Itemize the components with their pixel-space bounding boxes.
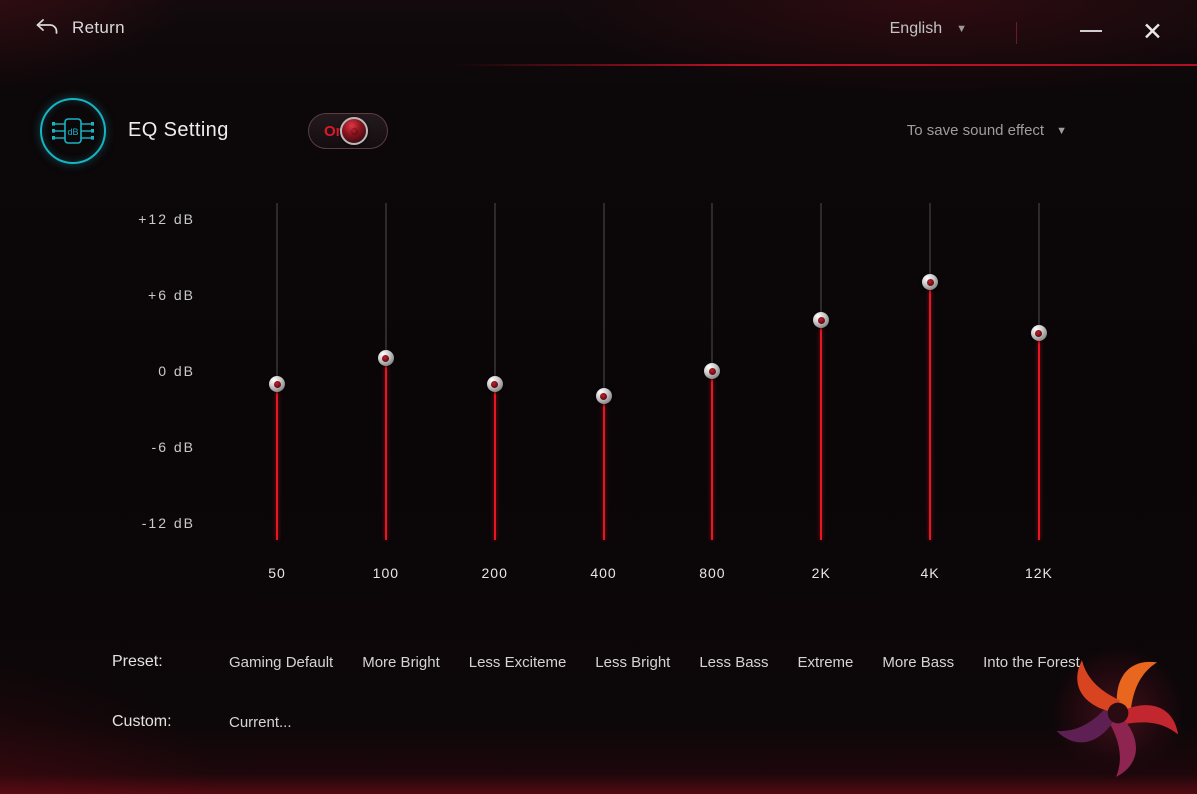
eq-slider-track[interactable] bbox=[900, 203, 960, 540]
preset-options: Gaming Default More Bright Less Exciteme Le… bbox=[229, 654, 1080, 671]
toggle-knob[interactable] bbox=[340, 117, 368, 145]
language-label: English bbox=[889, 20, 943, 37]
eq-axis-label: -6 dB bbox=[151, 439, 195, 455]
preset-option[interactable]: Gaming Default bbox=[229, 653, 334, 671]
return-label: Return bbox=[72, 18, 125, 37]
preset-row: Preset: Gaming Default More Bright Less Ex… bbox=[112, 653, 1080, 671]
toggle-state-label: On bbox=[324, 122, 345, 140]
preset-option[interactable]: Less Bass bbox=[699, 653, 769, 671]
eq-badge-icon: dB bbox=[40, 98, 106, 164]
db-chip-icon: dB bbox=[52, 118, 94, 144]
eq-band-frequency: 50 bbox=[268, 565, 286, 581]
preset-option[interactable]: Extreme bbox=[797, 653, 854, 671]
eq-track-lower bbox=[820, 320, 823, 540]
eq-slider-knob[interactable] bbox=[377, 350, 394, 366]
custom-label: Custom: bbox=[112, 713, 172, 730]
eq-band-12K: 12K bbox=[1009, 203, 1069, 623]
eq-axis-labels: +12 dB +6 dB 0 dB -6 dB -12 dB bbox=[0, 203, 195, 543]
chevron-down-icon: ▼ bbox=[956, 23, 967, 35]
eq-slider-track[interactable] bbox=[574, 203, 634, 540]
chevron-down-icon: ▼ bbox=[1056, 124, 1067, 137]
return-button[interactable]: Return bbox=[34, 18, 125, 38]
eq-slider-track[interactable] bbox=[465, 203, 525, 540]
eq-track-upper bbox=[385, 203, 387, 358]
eq-bands: 50 100 200 400 800 2K 4K 12K bbox=[247, 203, 1069, 623]
eq-band-frequency: 4K bbox=[920, 565, 940, 581]
eq-track-upper bbox=[820, 203, 822, 320]
brand-swirl-logo bbox=[1051, 646, 1185, 780]
eq-slider-track[interactable] bbox=[356, 203, 416, 540]
eq-slider-track[interactable] bbox=[1009, 203, 1069, 540]
eq-band-frequency: 12K bbox=[1024, 565, 1053, 581]
eq-slider-track[interactable] bbox=[247, 203, 307, 540]
eq-band-frequency: 200 bbox=[481, 565, 508, 581]
eq-band-50: 50 bbox=[247, 203, 307, 623]
eq-track-lower bbox=[276, 384, 278, 540]
eq-slider-track[interactable] bbox=[791, 203, 851, 540]
eq-slider-knob[interactable] bbox=[269, 376, 285, 392]
eq-track-upper bbox=[929, 203, 931, 282]
eq-on-toggle[interactable]: On bbox=[308, 113, 388, 149]
eq-band-100: 100 bbox=[356, 203, 416, 623]
eq-track-upper bbox=[1038, 203, 1040, 333]
save-sound-effect-dropdown[interactable]: To save sound effect ▼ bbox=[907, 122, 1067, 139]
header-divider bbox=[1016, 22, 1017, 44]
preset-option[interactable]: More Bass bbox=[882, 653, 955, 671]
eq-slider-knob[interactable] bbox=[704, 363, 721, 379]
eq-track-lower bbox=[1037, 333, 1040, 540]
minimize-button[interactable] bbox=[1080, 30, 1102, 32]
eq-band-2K: 2K bbox=[791, 203, 851, 623]
eq-band-frequency: 400 bbox=[590, 565, 617, 581]
return-arrow-icon bbox=[36, 19, 58, 34]
title-bar: Return English ▼ ✕ bbox=[0, 0, 1197, 66]
eq-track-lower bbox=[929, 282, 932, 540]
custom-options: Current... bbox=[229, 714, 292, 731]
eq-axis-label: 0 dB bbox=[158, 363, 195, 379]
custom-option[interactable]: Current... bbox=[229, 713, 292, 731]
page-title: EQ Setting bbox=[128, 119, 229, 141]
eq-track-upper bbox=[711, 203, 713, 371]
eq-slider-knob[interactable] bbox=[813, 312, 830, 328]
eq-track-lower bbox=[711, 371, 714, 540]
eq-band-400: 400 bbox=[574, 203, 634, 623]
preset-option[interactable]: More Bright bbox=[362, 653, 440, 671]
eq-track-lower bbox=[384, 358, 387, 540]
custom-row: Custom: Current... bbox=[112, 713, 292, 731]
eq-slider-knob[interactable] bbox=[595, 388, 612, 404]
preset-option[interactable]: Into the Forest bbox=[983, 653, 1080, 671]
eq-track-lower bbox=[493, 384, 496, 540]
eq-axis-label: +6 dB bbox=[148, 287, 195, 303]
eq-band-200: 200 bbox=[465, 203, 525, 623]
save-sound-effect-label: To save sound effect bbox=[906, 122, 1045, 139]
eq-axis-label: +12 dB bbox=[138, 211, 195, 227]
eq-track-lower bbox=[602, 396, 605, 540]
eq-band-800: 800 bbox=[682, 203, 742, 623]
eq-slider-knob[interactable] bbox=[1030, 325, 1047, 341]
eq-track-upper bbox=[276, 203, 278, 384]
eq-slider-track[interactable] bbox=[682, 203, 742, 540]
close-button[interactable]: ✕ bbox=[1142, 18, 1163, 46]
eq-band-frequency: 2K bbox=[811, 565, 831, 581]
language-dropdown[interactable]: English ▼ bbox=[890, 20, 967, 38]
preset-option[interactable]: Less Bright bbox=[595, 653, 671, 671]
eq-track-upper bbox=[494, 203, 496, 384]
eq-band-frequency: 800 bbox=[699, 565, 726, 581]
preset-label: Preset: bbox=[112, 653, 163, 670]
eq-band-4K: 4K bbox=[900, 203, 960, 623]
eq-track-upper bbox=[603, 203, 605, 396]
eq-slider-knob[interactable] bbox=[922, 274, 939, 290]
svg-text:dB: dB bbox=[67, 127, 78, 137]
eq-slider-knob[interactable] bbox=[486, 376, 503, 392]
eq-axis-label: -12 dB bbox=[141, 515, 195, 531]
eq-band-frequency: 100 bbox=[372, 565, 400, 581]
preset-option[interactable]: Less Exciteme bbox=[468, 653, 567, 671]
